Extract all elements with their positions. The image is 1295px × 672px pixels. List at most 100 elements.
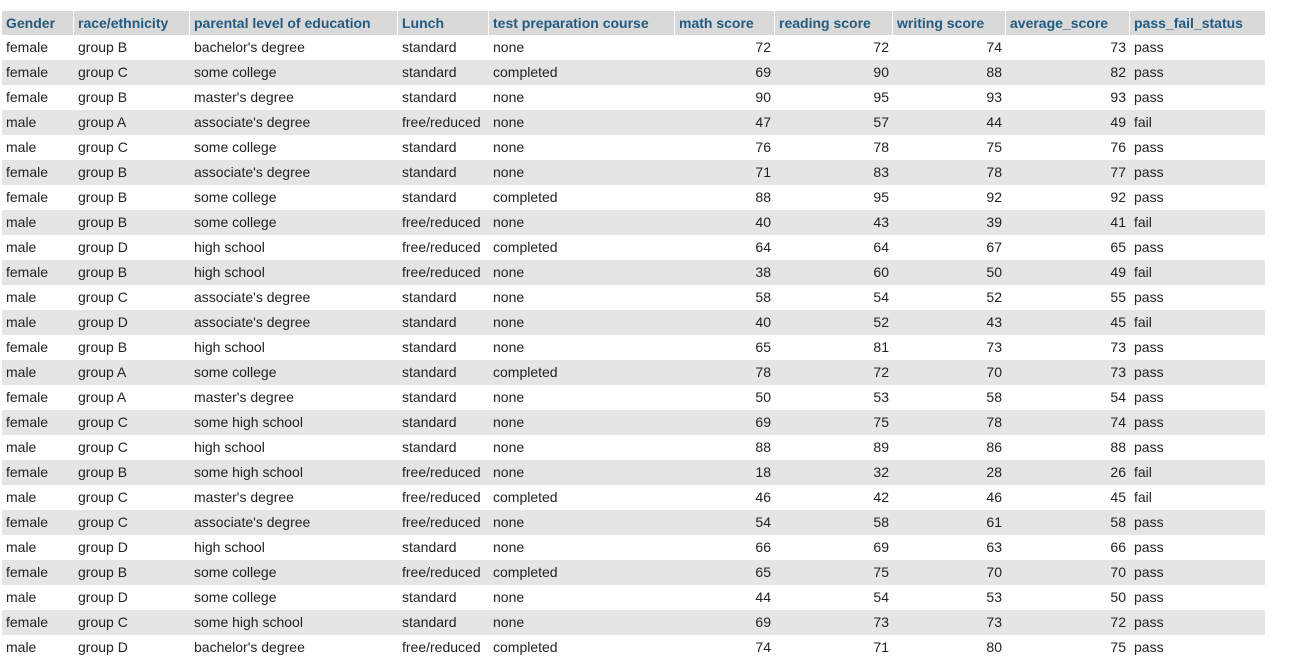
cell-reading: 90 bbox=[775, 60, 893, 85]
cell-prep: completed bbox=[489, 235, 675, 260]
cell-gender: male bbox=[2, 310, 74, 335]
cell-parent_edu: some college bbox=[190, 135, 398, 160]
cell-reading: 83 bbox=[775, 160, 893, 185]
cell-avg: 54 bbox=[1006, 385, 1130, 410]
cell-gender: female bbox=[2, 185, 74, 210]
cell-math: 76 bbox=[675, 135, 775, 160]
cell-writing: 50 bbox=[893, 260, 1006, 285]
cell-lunch: free/reduced bbox=[398, 510, 489, 535]
cell-writing: 74 bbox=[893, 35, 1006, 60]
cell-gender: female bbox=[2, 35, 74, 60]
cell-status: pass bbox=[1130, 560, 1265, 585]
cell-lunch: standard bbox=[398, 535, 489, 560]
cell-race: group D bbox=[74, 635, 190, 660]
cell-avg: 58 bbox=[1006, 510, 1130, 535]
cell-lunch: standard bbox=[398, 385, 489, 410]
cell-math: 69 bbox=[675, 60, 775, 85]
cell-prep: none bbox=[489, 585, 675, 610]
cell-avg: 88 bbox=[1006, 435, 1130, 460]
cell-writing: 67 bbox=[893, 235, 1006, 260]
cell-writing: 44 bbox=[893, 110, 1006, 135]
cell-prep: none bbox=[489, 285, 675, 310]
cell-math: 47 bbox=[675, 110, 775, 135]
cell-writing: 78 bbox=[893, 410, 1006, 435]
cell-lunch: standard bbox=[398, 410, 489, 435]
cell-lunch: standard bbox=[398, 35, 489, 60]
cell-writing: 52 bbox=[893, 285, 1006, 310]
cell-status: pass bbox=[1130, 510, 1265, 535]
cell-race: group B bbox=[74, 210, 190, 235]
cell-avg: 41 bbox=[1006, 210, 1130, 235]
cell-math: 88 bbox=[675, 185, 775, 210]
cell-avg: 26 bbox=[1006, 460, 1130, 485]
column-header-race[interactable]: race/ethnicity bbox=[74, 11, 190, 35]
column-header-lunch[interactable]: Lunch bbox=[398, 11, 489, 35]
cell-status: pass bbox=[1130, 585, 1265, 610]
cell-gender: male bbox=[2, 635, 74, 660]
cell-lunch: free/reduced bbox=[398, 485, 489, 510]
results-table: Gender race/ethnicity parental level of ed… bbox=[2, 11, 1265, 660]
cell-avg: 45 bbox=[1006, 485, 1130, 510]
cell-race: group B bbox=[74, 185, 190, 210]
column-header-writing[interactable]: writing score bbox=[893, 11, 1006, 35]
cell-avg: 76 bbox=[1006, 135, 1130, 160]
column-header-prep[interactable]: test preparation course bbox=[489, 11, 675, 35]
cell-parent_edu: associate's degree bbox=[190, 160, 398, 185]
cell-parent_edu: some college bbox=[190, 560, 398, 585]
cell-race: group C bbox=[74, 435, 190, 460]
column-header-avg[interactable]: average_score bbox=[1006, 11, 1130, 35]
cell-status: pass bbox=[1130, 410, 1265, 435]
column-header-status[interactable]: pass_fail_status bbox=[1130, 11, 1265, 35]
cell-math: 66 bbox=[675, 535, 775, 560]
cell-writing: 80 bbox=[893, 635, 1006, 660]
cell-avg: 73 bbox=[1006, 360, 1130, 385]
cell-math: 65 bbox=[675, 560, 775, 585]
column-header-math[interactable]: math score bbox=[675, 11, 775, 35]
cell-prep: none bbox=[489, 35, 675, 60]
column-header-parent_edu[interactable]: parental level of education bbox=[190, 11, 398, 35]
cell-parent_edu: some college bbox=[190, 585, 398, 610]
cell-lunch: standard bbox=[398, 610, 489, 635]
cell-parent_edu: high school bbox=[190, 535, 398, 560]
cell-race: group A bbox=[74, 110, 190, 135]
cell-math: 54 bbox=[675, 510, 775, 535]
cell-race: group C bbox=[74, 510, 190, 535]
cell-math: 44 bbox=[675, 585, 775, 610]
cell-gender: male bbox=[2, 435, 74, 460]
cell-race: group C bbox=[74, 285, 190, 310]
cell-status: pass bbox=[1130, 35, 1265, 60]
cell-prep: none bbox=[489, 135, 675, 160]
cell-writing: 58 bbox=[893, 385, 1006, 410]
cell-avg: 73 bbox=[1006, 335, 1130, 360]
column-header-gender[interactable]: Gender bbox=[2, 11, 74, 35]
cell-lunch: free/reduced bbox=[398, 635, 489, 660]
column-header-reading[interactable]: reading score bbox=[775, 11, 893, 35]
cell-status: pass bbox=[1130, 135, 1265, 160]
cell-gender: male bbox=[2, 360, 74, 385]
